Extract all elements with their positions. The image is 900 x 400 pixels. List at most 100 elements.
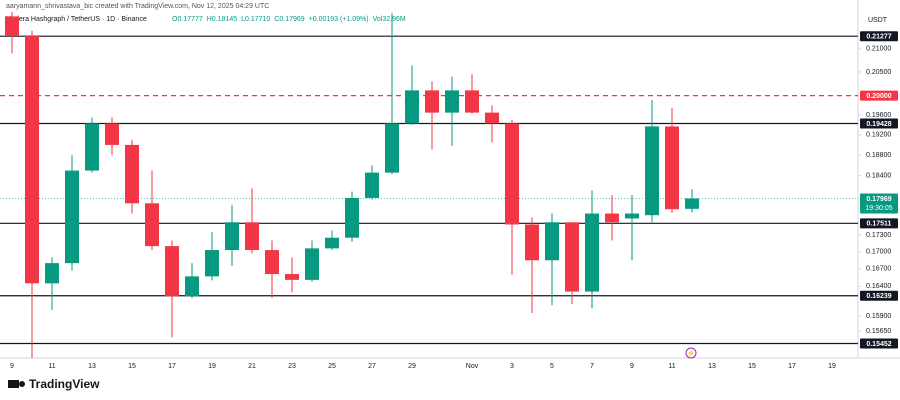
candle-body [345,197,359,238]
candle-body [45,263,59,284]
candle-body [85,123,99,171]
level-label-box [860,31,898,42]
countdown: 19:30:05 [865,205,892,212]
candle-body [125,144,139,204]
y-tick-label: 0.16700 [866,266,891,273]
level-label-box [860,118,898,129]
x-tick-label: 11 [668,363,675,370]
level-label-box [860,218,898,229]
y-tick-label: 0.18800 [866,152,891,159]
candle-body [505,123,519,225]
x-tick-label: 15 [128,363,136,370]
candle-body [165,246,179,297]
candle-body [445,90,459,113]
y-tick-label: 0.17000 [866,249,891,256]
candle-body [245,222,259,251]
y-tick-label: 0.17300 [866,232,891,239]
svg-text:TradingView: TradingView [29,377,100,391]
level-label: 0.17511 [867,221,892,228]
ohlc-value: L0.17710 [241,16,270,23]
y-tick-label: 0.20500 [866,69,891,76]
ohlc-value: H0.18145 [207,16,237,23]
x-tick-label: 21 [248,363,256,370]
x-tick-label: 23 [288,363,296,370]
plot-area [0,12,858,358]
candle-body [5,16,19,37]
candle-body [585,213,599,292]
x-tick-label: 17 [168,363,176,370]
candle-body [465,90,479,113]
candle-body [665,126,679,210]
ohlc-value: O0.17777 [172,16,203,23]
candle-body [145,203,159,247]
level-label-box [860,90,898,101]
candle-body [285,274,299,280]
x-tick-label: 15 [748,363,756,370]
candle-body [685,198,699,209]
candle-body [225,222,239,251]
credit: aaryamann_shrivastava_bic created with T… [6,3,269,10]
last-price-label: 0.17969 [866,196,891,203]
y-tick-label: 0.18400 [866,173,891,180]
x-tick-label: Nov [466,363,479,370]
x-tick-label: 17 [788,363,796,370]
candle-body [485,112,499,124]
level-label: 0.19428 [866,121,891,128]
x-tick-label: 7 [590,363,594,370]
candle-body [425,90,439,113]
y-tick-label: 0.19200 [866,132,891,139]
x-tick-label: 29 [408,363,416,370]
candle-body [605,213,619,223]
ohlc-readout: O0.17777 H0.18145 L0.17710 C0.17969 +0.00193… [172,16,406,23]
symbol: Hedera Hashgraph / TetherUS · 1D · Binan… [6,16,147,23]
level-label: 0.16239 [866,293,891,300]
candle-body [105,123,119,145]
event-icon-glyph: ⚡ [687,348,696,357]
x-tick-label: 19 [208,363,216,370]
candle-body [525,224,539,261]
candle-body [405,90,419,124]
candle-body [565,222,579,292]
level-label: 0.20000 [866,93,891,100]
candle-body [385,123,399,173]
event-icon[interactable] [685,347,697,359]
x-tick-label: 27 [368,363,376,370]
candle-body [545,222,559,261]
currency: USDT [868,17,888,24]
candle-body [185,276,199,297]
tradingview-logo: TradingView [8,377,100,391]
last-price-box [860,193,898,214]
x-tick-label: 13 [88,363,96,370]
y-tick-label: 0.16400 [866,283,891,290]
x-tick-label: 3 [510,363,514,370]
y-tick-label: 0.19600 [866,112,891,119]
y-tick-label: 0.15650 [866,328,891,335]
candle-body [305,248,319,280]
candle-body [325,237,339,249]
candle-body [365,172,379,198]
x-tick-label: 9 [10,363,14,370]
candle-body [625,213,639,219]
x-tick-label: 25 [328,363,336,370]
level-label-box [860,290,898,301]
candle-body [645,126,659,216]
candle-body [65,170,79,264]
x-tick-label: 13 [708,363,716,370]
level-label-box [860,338,898,349]
x-tick-label: 11 [48,363,55,370]
x-tick-label: 19 [828,363,836,370]
level-label: 0.21277 [866,34,891,41]
x-tick-label: 5 [550,363,554,370]
ohlc-value: +0.00193 (+1.09%) [309,16,369,23]
x-tick-label: 9 [630,363,634,370]
y-tick-label: 0.15900 [866,313,891,320]
candle-body [265,250,279,275]
volume: Vol32.96M [373,16,406,23]
level-label: 0.15452 [866,341,891,348]
y-tick-label: 0.21000 [866,46,891,53]
candle-body [25,36,39,284]
ohlc-value: C0.17969 [274,16,304,23]
candle-body [205,250,219,277]
